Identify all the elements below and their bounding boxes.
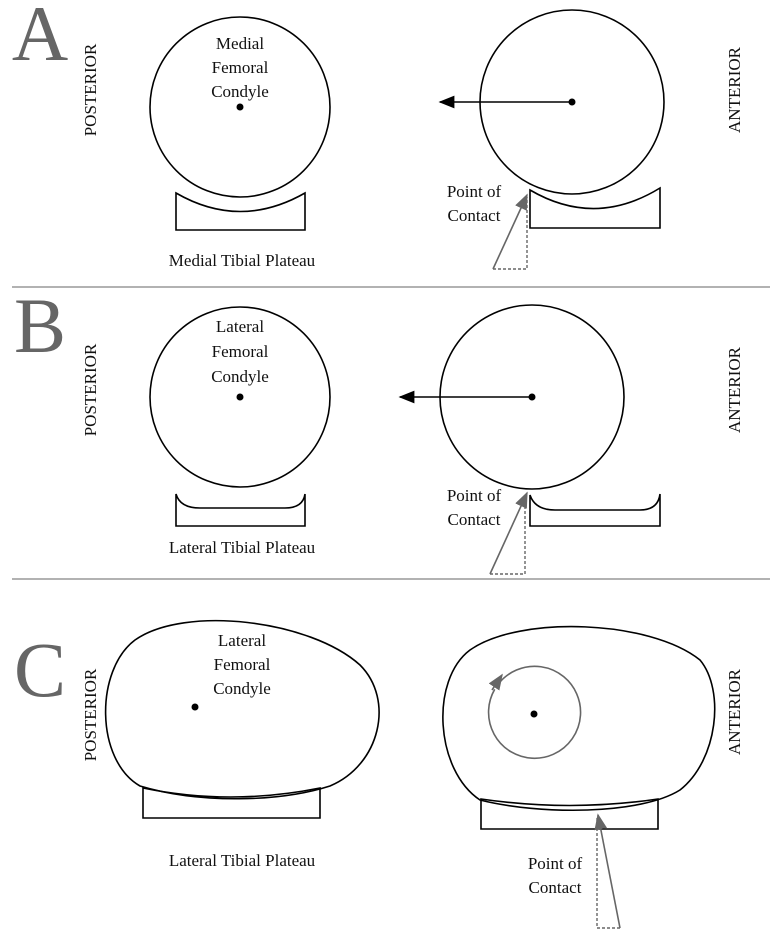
plateau-label: Medial Tibial Plateau (169, 251, 316, 270)
force-arrow (598, 815, 620, 928)
panel-a: A POSTERIOR ANTERIOR Medial Femoral Cond… (12, 0, 744, 270)
condyle-label: Lateral (218, 631, 266, 650)
contact-label: Contact (448, 206, 501, 225)
condyle-label: Condyle (213, 679, 271, 698)
panel-letter: C (14, 626, 66, 713)
plateau-label: Lateral Tibial Plateau (169, 538, 316, 557)
contact-label: Point of (528, 854, 583, 873)
plateau-label: Lateral Tibial Plateau (169, 851, 316, 870)
plateau (481, 799, 658, 829)
center-dot (531, 711, 538, 718)
plateau (530, 494, 660, 526)
plateau (176, 193, 305, 230)
contact-label: Point of (447, 182, 502, 201)
condyle-label: Condyle (211, 367, 269, 386)
force-arrow (490, 493, 527, 574)
condyle (443, 627, 715, 811)
panel-b: B POSTERIOR ANTERIOR Lateral Femoral Con… (14, 282, 744, 574)
contact-label: Point of (447, 486, 502, 505)
center-dot (192, 704, 199, 711)
condyle-label: Medial (216, 34, 264, 53)
anterior-label: ANTERIOR (725, 346, 744, 433)
panel-letter: B (14, 282, 66, 369)
panel-c: C POSTERIOR ANTERIOR Lateral Femoral Con… (14, 621, 744, 928)
condyle-label: Femoral (214, 655, 271, 674)
diagram: A POSTERIOR ANTERIOR Medial Femoral Cond… (0, 0, 783, 936)
contact-label: Contact (448, 510, 501, 529)
panel-letter: A (12, 0, 68, 77)
posterior-label: POSTERIOR (81, 43, 100, 136)
plateau (530, 188, 660, 228)
posterior-label: POSTERIOR (81, 668, 100, 761)
center-dot (237, 394, 244, 401)
anterior-label: ANTERIOR (725, 668, 744, 755)
condyle-label: Femoral (212, 58, 269, 77)
condyle-label: Condyle (211, 82, 269, 101)
plateau (176, 494, 305, 526)
plateau (143, 788, 320, 818)
anterior-label: ANTERIOR (725, 46, 744, 133)
condyle-label: Lateral (216, 317, 264, 336)
condyle-label: Femoral (212, 342, 269, 361)
contact-label: Contact (529, 878, 582, 897)
posterior-label: POSTERIOR (81, 343, 100, 436)
center-dot (237, 104, 244, 111)
